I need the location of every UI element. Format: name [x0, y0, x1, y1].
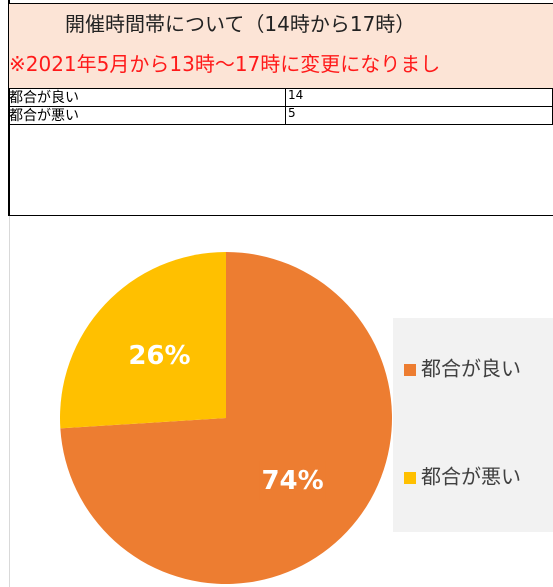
- table-cell[interactable]: 都合が悪い: [9, 107, 286, 125]
- header-title: 開催時間帯について（14時から17時）: [9, 3, 553, 45]
- data-label-bg: [126, 335, 193, 376]
- border: [8, 0, 10, 216]
- data-label: 26%: [128, 341, 190, 371]
- legend-swatch: [404, 364, 416, 376]
- empty-cells: [9, 124, 553, 216]
- legend-box: [393, 318, 553, 532]
- pie-slice: [60, 252, 392, 584]
- table-cell[interactable]: 5: [286, 107, 553, 125]
- data-label: 74%: [261, 466, 323, 496]
- table-cell[interactable]: 都合が良い: [9, 88, 286, 107]
- legend-swatch: [404, 472, 416, 484]
- chart-area[interactable]: 74% 26% 都合が良い都合が悪い: [9, 216, 553, 587]
- data-label-bg: [259, 460, 326, 501]
- table-cell[interactable]: 14: [286, 88, 553, 107]
- header-note: ※2021年5月から13時～17時に変更になりまし: [9, 45, 553, 88]
- legend-label: 都合が良い: [421, 357, 521, 381]
- legend-label: 都合が悪い: [421, 465, 521, 489]
